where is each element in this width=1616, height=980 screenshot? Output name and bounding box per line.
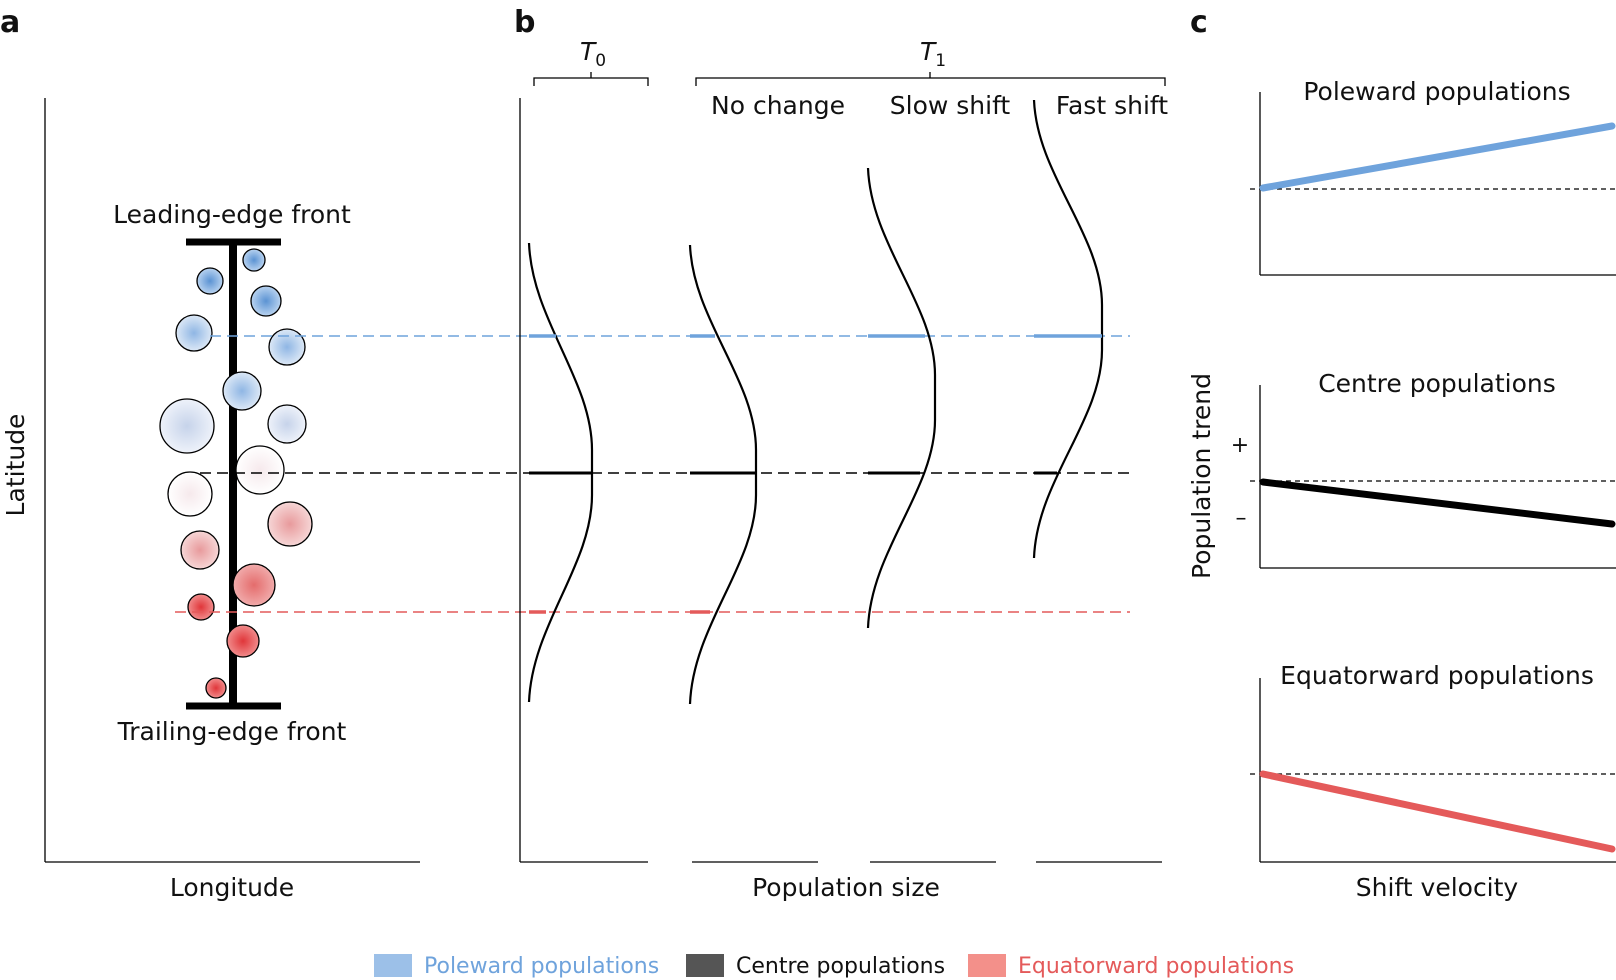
population-circle [250, 285, 282, 317]
legend-swatch-poleward [374, 954, 412, 977]
t1-label: T1 [920, 37, 946, 71]
panel-c-poleward-title: Poleward populations [1303, 77, 1570, 106]
slow-shift-distribution-curve [866, 167, 937, 629]
population-circle [205, 677, 227, 699]
population-circle [235, 445, 285, 495]
poleward-trend-line [1259, 122, 1616, 192]
legend-swatch-centre [686, 954, 724, 977]
legend-label-poleward: Poleward populations [424, 954, 659, 979]
population-circle [175, 314, 213, 352]
population-circle [180, 530, 220, 570]
panel-label-b: b [514, 5, 535, 40]
panel-label-a: a [0, 5, 20, 40]
equatorward-trend-line [1259, 770, 1616, 853]
legend-label-equatorward: Equatorward populations [1018, 954, 1294, 979]
minus-sign: – [1236, 506, 1247, 531]
population-circles [159, 248, 313, 699]
plus-sign: + [1231, 433, 1249, 458]
legend-label-centre: Centre populations [736, 954, 945, 979]
panel-c-x-label: Shift velocity [1356, 873, 1519, 902]
population-circle [167, 471, 213, 517]
panel-c-equatorward-title: Equatorward populations [1280, 661, 1594, 690]
scenario-slow-shift: Slow shift [890, 91, 1011, 120]
centre-trend-line [1259, 478, 1616, 528]
t0-bracket [533, 72, 649, 86]
t0-label: T0 [580, 37, 606, 71]
panel-label-c: c [1190, 5, 1208, 40]
population-circle [196, 267, 224, 295]
legend-swatch-equatorward [968, 954, 1006, 977]
fast-shift-distribution-curve [1032, 99, 1104, 559]
leading-edge-label: Leading-edge front [113, 200, 351, 229]
panel-a-x-label: Longitude [170, 873, 294, 902]
trailing-edge-label: Trailing-edge front [117, 717, 347, 746]
population-circle [187, 593, 215, 621]
t1-bracket [695, 72, 1166, 86]
panel-a: Longitude Latitude Leading-edge front Tr… [1, 98, 420, 902]
population-circle [268, 328, 306, 366]
population-circle [232, 563, 276, 607]
population-circle [267, 404, 307, 444]
panel-c: Poleward populations Centre populations … [1187, 77, 1616, 902]
panel-a-y-label: Latitude [1, 414, 30, 517]
population-circle [242, 248, 266, 272]
population-circle [222, 371, 262, 411]
population-circle [267, 501, 313, 547]
scenario-no-change: No change [711, 91, 845, 120]
population-circle [159, 398, 215, 454]
panel-b: T0 T1 No change Slow shift Fast shift Po… [519, 37, 1168, 902]
panel-c-centre-title: Centre populations [1318, 369, 1556, 398]
panel-b-x-label: Population size [752, 873, 940, 902]
scenario-fast-shift: Fast shift [1056, 91, 1168, 120]
panel-c-y-label: Population trend [1187, 373, 1216, 579]
legend: Poleward populations Centre populations … [374, 954, 1294, 979]
population-circle [226, 624, 260, 658]
